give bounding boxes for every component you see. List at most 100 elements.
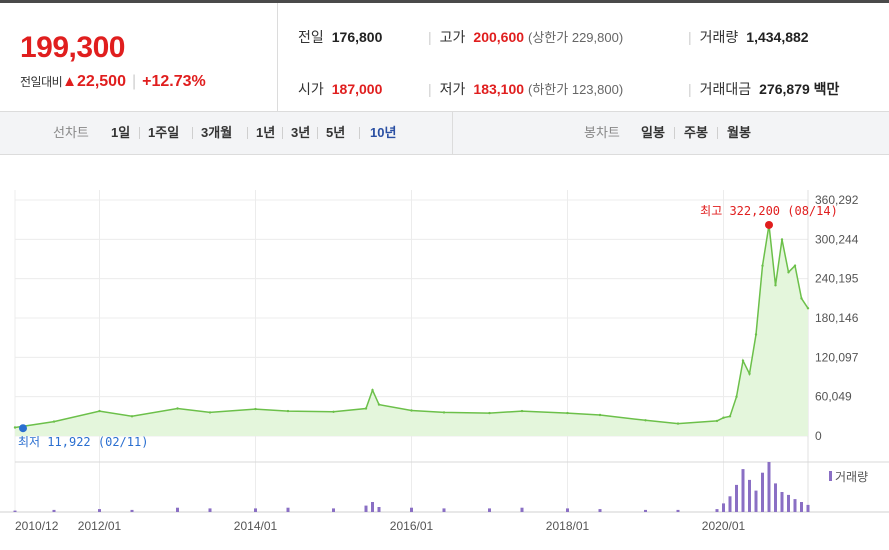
candle-monthly-button[interactable]: 월봉 — [727, 125, 751, 140]
stat-label: 거래대금 — [699, 81, 752, 97]
stats-grid: 전일 176,800 | 고가 200,600 (상한가 229,800) | 거래량 1,… — [278, 3, 889, 111]
max-label: 최고 322,200 (08/14) — [700, 204, 838, 218]
price-point — [598, 413, 602, 417]
stat-value: 276,879 — [759, 81, 810, 97]
divider: | — [428, 81, 432, 97]
candle-daily-button[interactable]: 일봉 — [641, 125, 665, 140]
price-point — [644, 419, 647, 422]
divider — [452, 112, 453, 154]
x-tick-label: 2018/01 — [546, 519, 590, 533]
price-points — [13, 223, 810, 429]
price-point — [754, 333, 758, 336]
price-point — [806, 307, 810, 310]
divider — [247, 127, 248, 139]
change-percent: +12.73% — [142, 73, 206, 90]
divider: | — [131, 73, 137, 90]
volume-bar — [332, 508, 335, 512]
volume-bar — [52, 509, 56, 512]
volume-bar — [793, 499, 797, 512]
price-point — [722, 416, 725, 419]
stat-high: | 고가 200,600 (상한가 229,800) — [428, 27, 623, 47]
stat-label: 저가 — [439, 81, 466, 97]
volume-bar — [780, 492, 784, 512]
x-tick-label: 2020/01 — [702, 519, 746, 533]
volume-bar — [761, 472, 764, 512]
volume-bar — [442, 508, 446, 512]
price-point — [741, 359, 745, 362]
price-point — [715, 419, 719, 423]
volume-bar — [176, 507, 179, 512]
price-point — [254, 407, 257, 411]
upper-limit: (상한가 229,800) — [528, 30, 624, 45]
period-1y-button[interactable]: 1년 — [256, 125, 276, 140]
price-summary: 199,300 전일대비▲22,500 | +12.73% — [0, 3, 278, 111]
volume-bar — [728, 496, 732, 512]
price-point — [676, 422, 680, 425]
volume-bar — [410, 507, 413, 512]
stat-label: 시가 — [298, 81, 324, 97]
candle-weekly-button[interactable]: 주봉 — [684, 125, 708, 140]
y-tick-label: 300,244 — [815, 232, 859, 246]
period-3y-button[interactable]: 3년 — [291, 125, 311, 140]
volume-bar — [254, 508, 257, 512]
period-3m-button[interactable]: 3개월 — [201, 125, 233, 140]
price-area — [15, 225, 808, 436]
divider — [139, 127, 140, 139]
volume-bar — [722, 503, 725, 512]
volume-bar — [800, 502, 803, 512]
period-1w-button[interactable]: 1주일 — [148, 125, 180, 140]
stat-label: 전일 — [298, 29, 324, 45]
y-tick-label: 360,292 — [815, 193, 859, 207]
volume-bar — [741, 469, 745, 512]
divider: | — [688, 81, 692, 97]
change-row: 전일대비▲22,500 | +12.73% — [20, 73, 206, 91]
price-point — [208, 411, 212, 414]
period-bar: 선차트 1일 1주일 3개월 1년 3년 5년 10년 봉차트 일봉 주봉 월봉 — [0, 111, 889, 155]
x-tick-label: 2010/12 — [15, 519, 59, 533]
change-label: 전일대비 — [20, 75, 63, 89]
period-5y-button[interactable]: 5년 — [326, 125, 346, 140]
period-1d-button[interactable]: 1일 — [111, 125, 131, 140]
price-point — [566, 411, 569, 415]
volume-legend-swatch — [829, 471, 832, 481]
price-point — [735, 395, 738, 398]
volume-bar — [767, 462, 771, 512]
top-rule — [0, 0, 889, 3]
min-label: 최저 11,922 (02/11) — [18, 435, 148, 449]
max-point — [765, 220, 773, 229]
volume-bar — [715, 509, 719, 512]
divider — [192, 127, 193, 139]
price-point — [488, 411, 491, 415]
x-tick-label: 2014/01 — [234, 519, 278, 533]
price-point — [774, 284, 777, 287]
price-point — [761, 264, 764, 267]
stat-open: 시가 187,000 — [298, 79, 382, 99]
volume-bar — [520, 507, 524, 512]
period-10y-button[interactable]: 10년 — [370, 125, 397, 140]
y-tick-label: 0 — [815, 429, 822, 443]
x-tick-label: 2012/01 — [78, 519, 122, 533]
volume-bar — [98, 509, 101, 512]
volume-bar — [364, 505, 368, 512]
price-point — [800, 297, 803, 300]
price-point — [176, 407, 179, 410]
volume-legend-label: 거래량 — [835, 470, 868, 484]
volume-bar — [735, 484, 738, 512]
min-point — [19, 424, 27, 433]
divider — [674, 127, 675, 139]
price-point — [787, 271, 790, 274]
volume-bar — [377, 507, 381, 512]
divider — [717, 127, 718, 139]
divider: | — [688, 29, 692, 45]
volume-bar — [286, 507, 290, 512]
price-point — [748, 372, 751, 375]
volume-bar — [787, 494, 790, 512]
price-point — [13, 426, 17, 429]
price-point — [286, 409, 290, 413]
stat-volume: | 거래량 1,434,882 — [688, 27, 809, 47]
volume-bar — [598, 509, 602, 512]
stat-prev-close: 전일 176,800 — [298, 27, 382, 47]
price-point — [130, 415, 134, 418]
divider — [359, 127, 360, 139]
